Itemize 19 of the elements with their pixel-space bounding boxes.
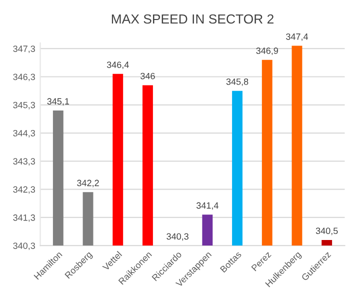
y-tick-label: 342,3 bbox=[13, 186, 35, 194]
data-label: 345,1 bbox=[47, 98, 70, 106]
data-label: 346 bbox=[140, 72, 155, 80]
data-label: 342,2 bbox=[77, 180, 99, 188]
data-label: 347,4 bbox=[286, 33, 308, 41]
data-label: 345,8 bbox=[226, 78, 248, 86]
y-tick-label: 340,3 bbox=[13, 242, 35, 250]
data-label: 340,3 bbox=[166, 233, 188, 241]
data-label: 341,4 bbox=[196, 202, 218, 210]
y-tick-label: 347,3 bbox=[13, 46, 35, 54]
y-tick-label: 343,3 bbox=[13, 158, 35, 166]
y-tick-label: 344,3 bbox=[13, 130, 35, 138]
y-tick-label: 341,3 bbox=[13, 214, 35, 222]
data-label: 346,9 bbox=[256, 48, 278, 55]
y-tick-label: 346,3 bbox=[13, 74, 35, 82]
data-label: 346,4 bbox=[106, 62, 129, 70]
chart-title: MAX SPEED IN SECTOR 2 bbox=[112, 14, 274, 24]
y-tick-label: 345,3 bbox=[13, 102, 35, 110]
data-label: 340,5 bbox=[316, 228, 338, 236]
